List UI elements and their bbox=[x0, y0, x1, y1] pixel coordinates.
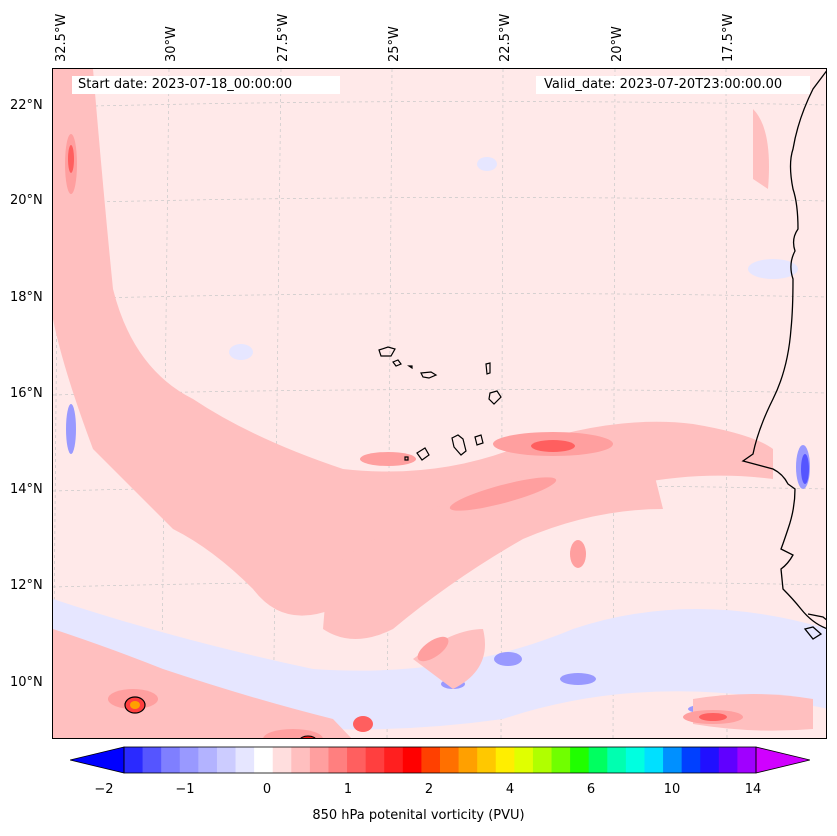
coastline bbox=[741, 70, 826, 640]
colorbar-cell bbox=[254, 747, 274, 773]
colorbar-cell bbox=[142, 747, 162, 773]
start-date-label: Start date: 2023-07-18_00:00:00 bbox=[72, 76, 340, 94]
colorbar-tick: −1 bbox=[175, 782, 195, 797]
colorbar-tick: 2 bbox=[424, 782, 434, 797]
colorbar-max-arrow bbox=[755, 746, 810, 774]
colorbar-tick: 0 bbox=[262, 782, 272, 797]
lat-label: 16°N bbox=[10, 386, 43, 401]
colorbar-tick: 10 bbox=[663, 782, 681, 797]
lat-label: 22°N bbox=[10, 98, 43, 113]
lat-label: 10°N bbox=[10, 675, 43, 690]
colorbar-cell bbox=[607, 747, 627, 773]
colorbar-cell bbox=[124, 747, 144, 773]
colorbar-cell bbox=[458, 747, 478, 773]
map-panel bbox=[52, 68, 827, 739]
colorbar-cell bbox=[161, 747, 181, 773]
colorbar-cell bbox=[384, 747, 404, 773]
colorbar bbox=[70, 746, 810, 774]
colorbar-cell bbox=[440, 747, 460, 773]
positive-pv-bands bbox=[53, 69, 813, 738]
lon-label: 17.5°W bbox=[721, 13, 736, 62]
colorbar-tick: 14 bbox=[744, 782, 762, 797]
colorbar-cell bbox=[532, 747, 553, 773]
colorbar-tick: 4 bbox=[505, 782, 515, 797]
colorbar-cell bbox=[588, 747, 608, 773]
colorbar-min-arrow bbox=[70, 746, 125, 774]
valid-date-label: Valid_date: 2023-07-20T23:00:00.00 bbox=[536, 76, 810, 94]
colorbar-cell bbox=[365, 747, 385, 773]
lat-label: 14°N bbox=[10, 482, 43, 497]
colorbar-cell bbox=[179, 747, 199, 773]
colorbar-cell bbox=[477, 747, 497, 773]
lon-label: 27.5°W bbox=[276, 13, 291, 62]
lon-label: 22.5°W bbox=[498, 13, 513, 62]
cape-verde-islands bbox=[378, 346, 502, 461]
lon-label: 20°W bbox=[610, 26, 625, 62]
colorbar-tick: 6 bbox=[586, 782, 596, 797]
colorbar-cell bbox=[421, 747, 441, 773]
lat-label: 20°N bbox=[10, 193, 43, 208]
colorbar-cell bbox=[198, 747, 218, 773]
lat-label: 18°N bbox=[10, 290, 43, 305]
colorbar-cell bbox=[625, 747, 646, 773]
lon-label: 32.5°W bbox=[54, 13, 69, 62]
colorbar-cell bbox=[663, 747, 683, 773]
colorbar-cell bbox=[291, 747, 311, 773]
colorbar-cell bbox=[272, 747, 292, 773]
colorbar-cell bbox=[235, 747, 255, 773]
colorbar-cell bbox=[644, 747, 664, 773]
colorbar-cell bbox=[216, 747, 237, 773]
colorbar-cell bbox=[570, 747, 590, 773]
vortex-core bbox=[124, 696, 316, 738]
lat-label: 12°N bbox=[10, 578, 43, 593]
colorbar-cell bbox=[514, 747, 534, 773]
colorbar-cell bbox=[718, 747, 739, 773]
colorbar-cell bbox=[402, 747, 423, 773]
colorbar-cell bbox=[551, 747, 571, 773]
lon-label: 25°W bbox=[387, 26, 402, 62]
colorbar-cell bbox=[495, 747, 515, 773]
colorbar-tick: 1 bbox=[343, 782, 353, 797]
colorbar-cell bbox=[309, 747, 330, 773]
colorbar-cell bbox=[681, 747, 701, 773]
colorbar-cell bbox=[737, 747, 757, 773]
peak-positive-cores bbox=[68, 145, 727, 732]
colorbar-cell bbox=[347, 747, 367, 773]
lon-label: 30°W bbox=[164, 26, 179, 62]
colorbar-tick: −2 bbox=[94, 782, 114, 797]
colorbar-cell bbox=[328, 747, 348, 773]
colorbar-label: 850 hPa potenital vorticity (PVU) bbox=[312, 808, 525, 823]
vorticity-field bbox=[53, 69, 826, 738]
colorbar-cell bbox=[700, 747, 720, 773]
